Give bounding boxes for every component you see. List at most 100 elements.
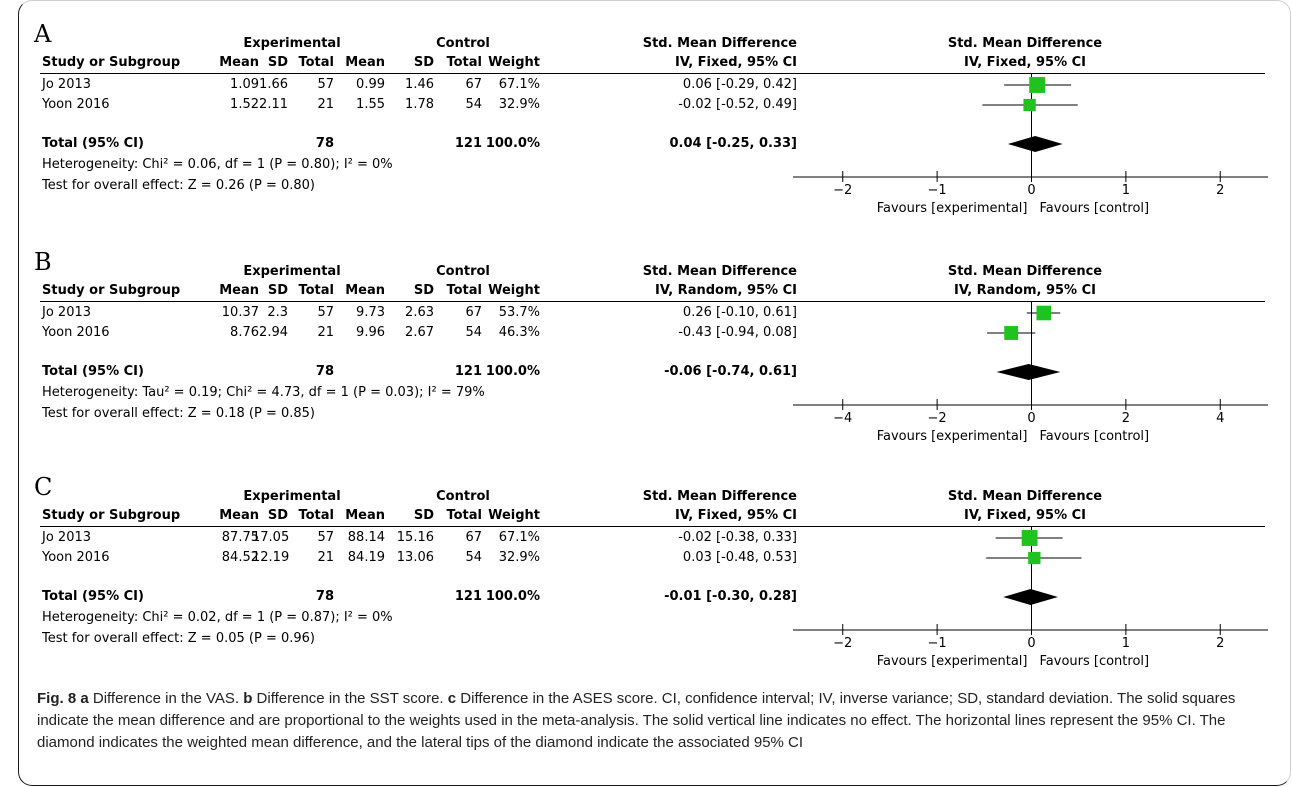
x-tick-label: −1 [928,636,947,651]
col-exp-mean: Mean [219,55,259,70]
col-ci-method: IV, Fixed, 95% CI [674,55,797,70]
total-exp: 78 [315,589,334,604]
study-name: Jo 2013 [42,305,92,320]
experimental-header: Experimental [243,264,341,279]
overall-effect-text: Test for overall effect: Z = 0.18 (P = 0… [42,406,315,421]
study-square [1029,77,1046,93]
ctl-total: 54 [465,325,482,340]
experimental-header: Experimental [243,489,341,504]
total-ci: -0.01 [-0.30, 0.28] [664,589,797,604]
exp-mean: 87.75 [221,530,259,545]
exp-sd: 1.66 [259,77,288,92]
forest-plot: −2 −1 0 1 2 Favours [experimental] Favours [co… [793,527,1268,669]
ctl-mean: 1.55 [356,97,385,112]
figure-caption: Fig. 8 a Difference in the VAS. b Differ… [37,688,1257,754]
total-weight: 100.0% [485,589,540,604]
total-ctl: 121 [454,589,482,604]
x-tick-label: −2 [833,636,852,651]
x-tick-label: −1 [928,183,947,198]
x-tick-label: 0 [1027,411,1035,426]
total-exp: 78 [315,136,334,151]
smd-header-left: Std. Mean Difference [642,36,797,51]
overall-effect-text: Test for overall effect: Z = 0.26 (P = 0… [42,178,315,193]
study-ci: -0.02 [-0.38, 0.33] [678,530,797,545]
panel-letter: B [34,248,52,276]
total-weight: 100.0% [485,364,540,379]
ctl-mean: 84.19 [347,550,385,565]
favours-control-label: Favours [control] [1040,429,1150,444]
ctl-mean: 0.99 [356,77,385,92]
ctl-sd: 1.78 [405,97,434,112]
pooled-diamond [1007,136,1063,152]
exp-sd: 17.05 [252,530,290,545]
study-ci: -0.43 [-0.94, 0.08] [678,325,797,340]
study-name: Jo 2013 [42,77,92,92]
ctl-total: 54 [465,550,482,565]
header-rule [40,526,1265,527]
total-ci: 0.04 [-0.25, 0.33] [669,136,798,151]
x-tick-label: −2 [833,183,852,198]
plot-method: IV, Random, 95% CI [954,283,1096,298]
total-label: Total (95% CI) [42,589,144,604]
col-weight: Weight [488,508,540,523]
col-ctl-total: Total [446,508,482,523]
study-weight: 67.1% [498,77,540,92]
total-ctl: 121 [454,136,482,151]
caption-c-letter: c [447,690,457,707]
study-square [1036,305,1052,321]
total-exp: 78 [315,364,334,379]
ctl-total: 67 [465,530,482,545]
exp-sd: 12.19 [252,550,290,565]
col-exp-total: Total [298,283,334,298]
smd-header-right: Std. Mean Difference [947,36,1103,51]
forest-panel-a: A Experimental Control Std. Mean Differe… [0,4,1292,234]
ctl-sd: 13.06 [396,550,434,565]
study-name: Yoon 2016 [42,325,110,340]
favours-experimental-label: Favours [experimental] [877,429,1028,444]
col-exp-sd: SD [267,508,288,523]
smd-header-left: Std. Mean Difference [642,264,797,279]
panel-letter: C [34,473,53,501]
control-header: Control [436,36,490,51]
exp-total: 57 [317,530,334,545]
study-name: Yoon 2016 [42,97,110,112]
pooled-diamond [996,364,1061,380]
forest-plot: −2 −1 0 1 2 Favours [experimental] Favours [co… [793,74,1268,216]
ctl-sd: 2.67 [405,325,434,340]
ctl-total: 67 [465,305,482,320]
exp-mean: 10.37 [221,305,259,320]
forest-plot: −4 −2 0 2 4 Favours [experimental] Favours [co… [793,302,1268,444]
exp-sd: 2.3 [267,305,288,320]
overall-effect-text: Test for overall effect: Z = 0.05 (P = 0… [42,631,315,646]
col-exp-sd: SD [267,283,288,298]
col-study: Study or Subgroup [42,55,181,70]
control-header: Control [436,489,490,504]
study-ci: 0.03 [-0.48, 0.53] [682,550,797,565]
x-tick-label: −4 [833,411,852,426]
ctl-mean: 9.96 [356,325,385,340]
forest-panel-c: C Experimental Control Std. Mean Differe… [0,457,1292,687]
ctl-sd: 1.46 [405,77,434,92]
favours-control-label: Favours [control] [1040,201,1150,216]
smd-header-right: Std. Mean Difference [947,489,1103,504]
pooled-diamond [1003,589,1058,605]
col-exp-sd: SD [267,55,288,70]
exp-mean: 1.09 [230,77,259,92]
exp-mean: 8.76 [230,325,259,340]
panel-letter: A [34,20,52,48]
total-label: Total (95% CI) [42,364,144,379]
ctl-sd: 15.16 [396,530,434,545]
exp-total: 57 [317,305,334,320]
ctl-sd: 2.63 [405,305,434,320]
forest-panel-b: B Experimental Control Std. Mean Differe… [0,232,1292,462]
study-weight: 46.3% [498,325,540,340]
heterogeneity-text: Heterogeneity: Chi² = 0.06, df = 1 (P = … [42,157,393,172]
col-ctl-mean: Mean [345,55,385,70]
col-ci-method: IV, Random, 95% CI [655,283,797,298]
plot-method: IV, Fixed, 95% CI [963,508,1086,523]
study-ci: 0.06 [-0.29, 0.42] [682,77,797,92]
header-rule [40,301,1265,302]
exp-mean: 84.52 [221,550,259,565]
total-ctl: 121 [454,364,482,379]
col-ci-method: IV, Fixed, 95% CI [674,508,797,523]
